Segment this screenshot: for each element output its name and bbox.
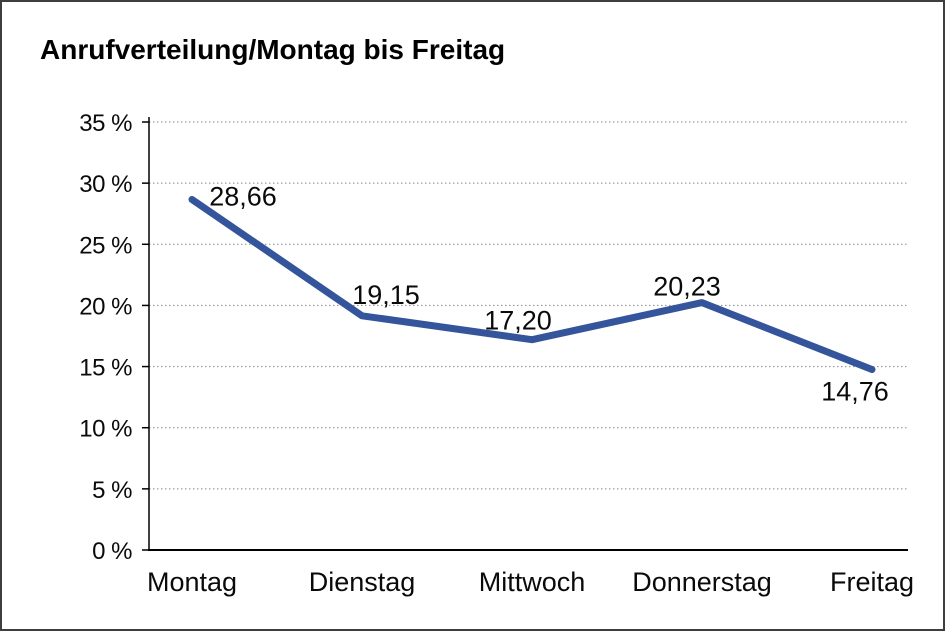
- data-point-label: 19,15: [352, 280, 420, 310]
- data-point-label: 14,76: [821, 377, 889, 407]
- y-tick-label: 30 %: [79, 171, 132, 198]
- x-tick-label: Mittwoch: [479, 567, 586, 597]
- data-point-label: 20,23: [653, 272, 721, 302]
- data-point-label: 17,20: [484, 306, 552, 336]
- data-series-line: [188, 196, 876, 373]
- y-tick-label: 5 %: [92, 477, 132, 504]
- y-tick-label: 15 %: [79, 355, 132, 382]
- x-tick-label: Montag: [147, 567, 237, 597]
- x-tick-label: Freitag: [830, 567, 914, 597]
- data-point-label: 28,66: [209, 182, 277, 212]
- x-tick-label: Donnerstag: [632, 567, 772, 597]
- y-tick-label: 0 %: [92, 538, 132, 565]
- y-tick-label: 35 %: [79, 110, 132, 137]
- y-tick-label: 20 %: [79, 293, 132, 320]
- x-tick-label: Dienstag: [309, 567, 416, 597]
- y-tick-label: 10 %: [79, 416, 132, 443]
- y-tick-label: 25 %: [79, 232, 132, 259]
- chart-title: Anrufverteilung/Montag bis Freitag: [40, 34, 506, 65]
